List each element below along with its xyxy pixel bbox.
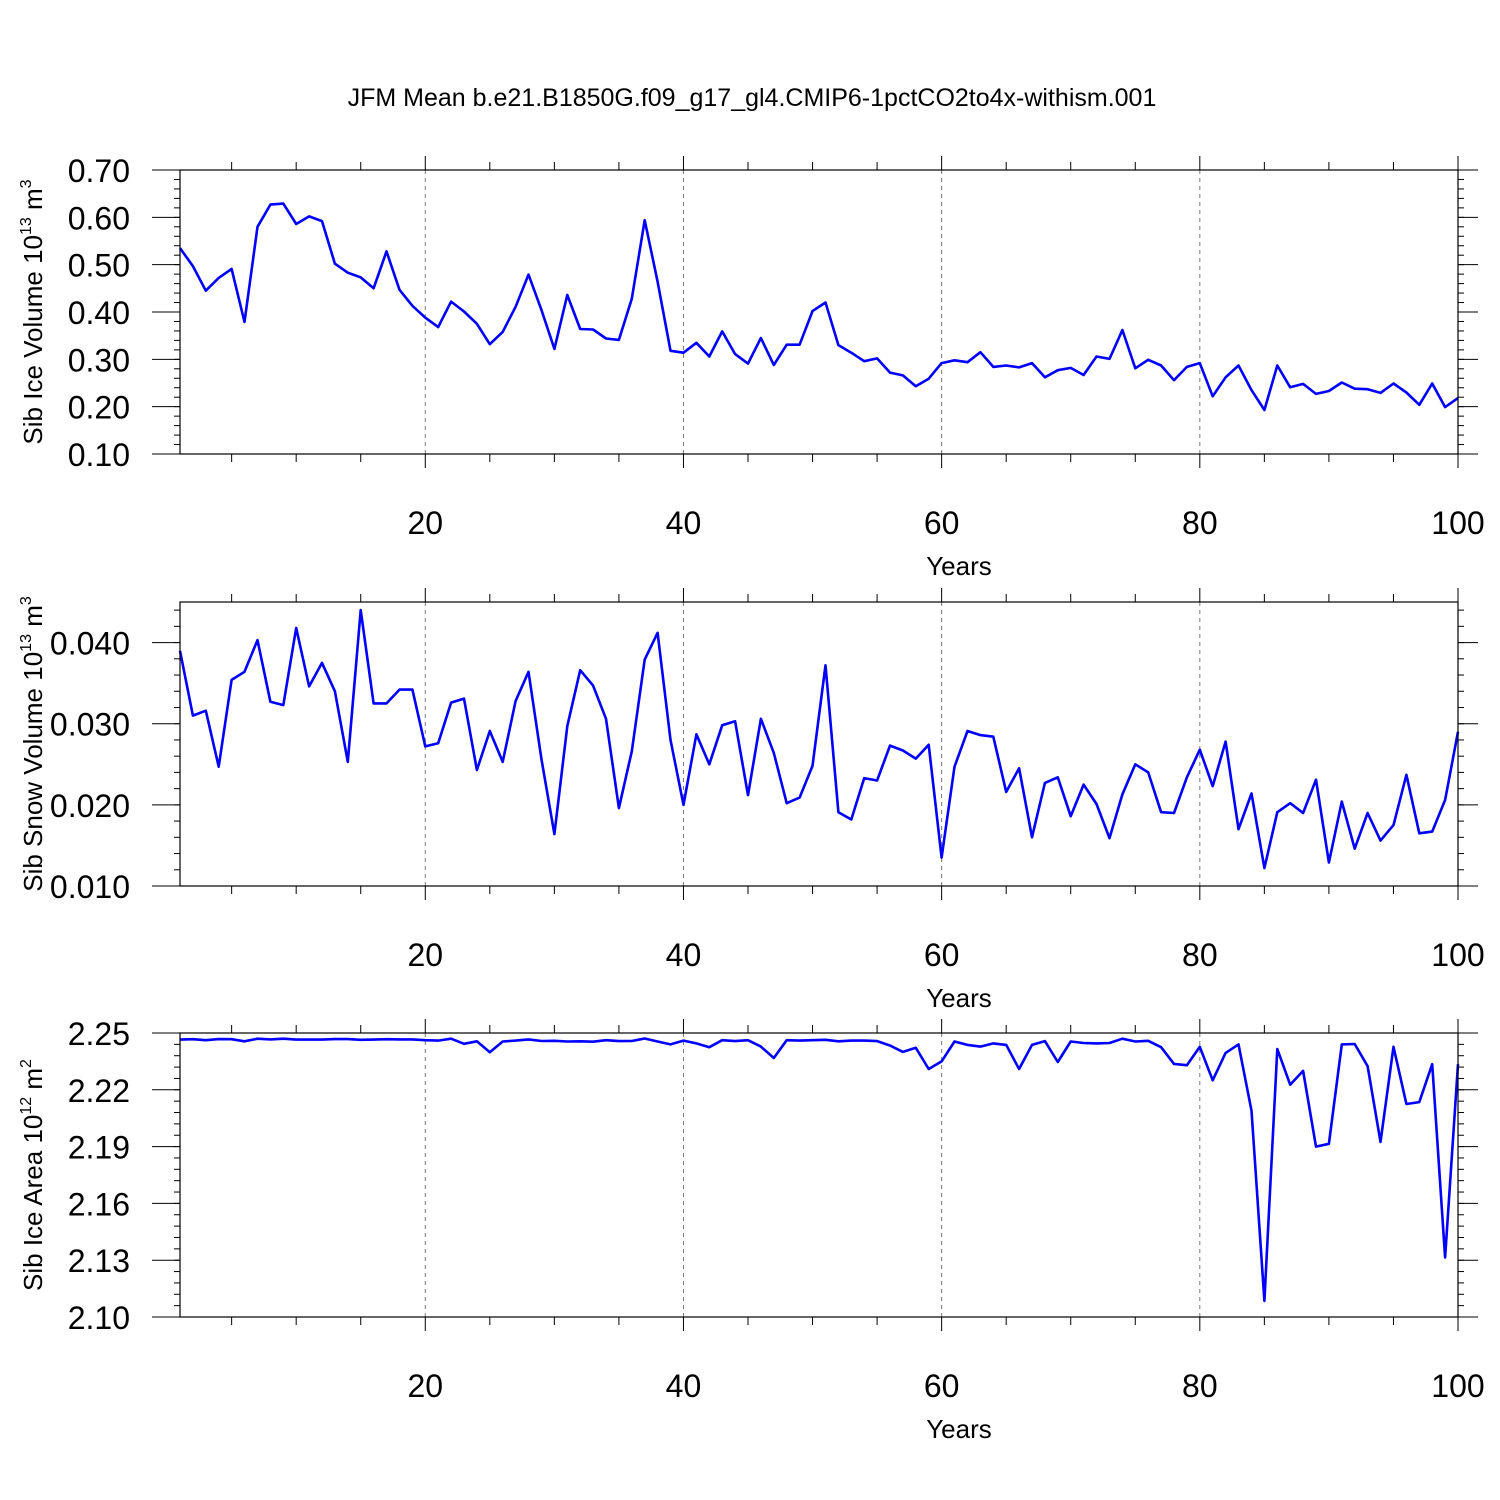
x-tick-label: 40: [666, 505, 702, 541]
x-tick-label: 20: [407, 937, 443, 973]
y-tick-label: 2.13: [68, 1243, 130, 1279]
x-axis-label: Years: [926, 983, 992, 1013]
y-tick-label: 2.25: [68, 1016, 130, 1052]
y-axis-label: Sib Snow Volume 1013 m3: [18, 596, 48, 892]
x-tick-label: 20: [407, 1368, 443, 1404]
y-tick-label: 0.030: [50, 707, 130, 743]
plot-frame: [179, 601, 1459, 887]
y-tick-label: 0.50: [68, 248, 130, 284]
y-tick-label: 2.10: [68, 1300, 130, 1336]
x-tick-label: 80: [1182, 505, 1218, 541]
x-tick-label: 80: [1182, 1368, 1218, 1404]
x-tick-label: 60: [924, 505, 960, 541]
panel-ice-area: 2.10 2.13 2.16 2.19 2.22 2.25 20 40 60 80 100 Years…: [18, 1016, 1485, 1444]
x-tick-label: 100: [1431, 505, 1484, 541]
x-tick-label: 100: [1431, 937, 1484, 973]
series-line: [178, 608, 1460, 870]
panel-snow-volume: 0.010 0.020 0.030 0.040 20 40 60 80 100 Years Sib …: [18, 588, 1485, 1013]
y-tick-label: 0.40: [68, 295, 130, 331]
x-tick-label: 20: [407, 505, 443, 541]
y-tick-label: 2.19: [68, 1130, 130, 1166]
series-line: [178, 202, 1459, 412]
y-tick-label: 2.16: [68, 1186, 130, 1222]
y-tick-label: 0.60: [68, 200, 130, 236]
plot-frame: [179, 169, 1459, 455]
y-tick-label: 0.040: [50, 626, 130, 662]
x-tick-label: 80: [1182, 937, 1218, 973]
plot-frame: [179, 1032, 1459, 1318]
x-tick-label: 60: [924, 1368, 960, 1404]
y-tick-label: 0.010: [50, 869, 130, 905]
x-axis-label: Years: [926, 551, 992, 581]
y-tick-label: 0.20: [68, 390, 130, 426]
y-axis-label: Sib Ice Volume 1013 m3: [18, 179, 48, 444]
y-tick-label: 2.22: [68, 1073, 130, 1109]
x-tick-label: 60: [924, 937, 960, 973]
x-tick-label: 100: [1431, 1368, 1484, 1404]
x-tick-label: 40: [666, 1368, 702, 1404]
x-axis-label: Years: [926, 1414, 992, 1444]
series-line: [179, 1037, 1460, 1303]
y-axis-label: Sib Ice Area 1012 m2: [18, 1059, 48, 1291]
panel-ice-volume: 0.10 0.20 0.30 0.40 0.50 0.60 0.70 20 40 60 80 100 Y…: [18, 153, 1485, 581]
x-tick-label: 40: [666, 937, 702, 973]
y-tick-label: 0.020: [50, 788, 130, 824]
figure-title: JFM Mean b.e21.B1850G.f09_g17_gl4.CMIP6-…: [348, 84, 1157, 112]
y-tick-label: 0.70: [68, 153, 130, 189]
y-tick-label: 0.30: [68, 342, 130, 378]
y-tick-label: 0.10: [68, 437, 130, 473]
